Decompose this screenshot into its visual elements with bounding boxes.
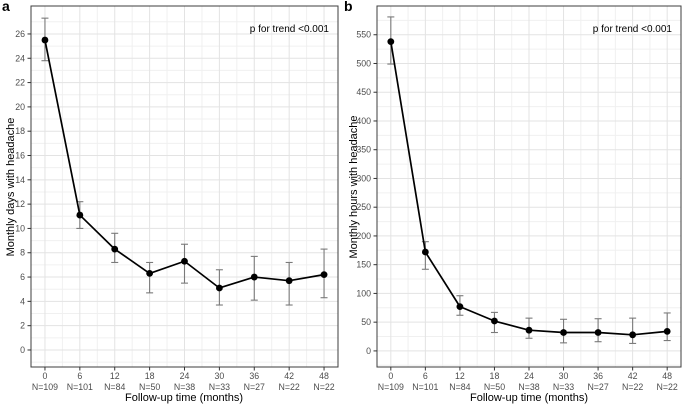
y-tick-label: 300 xyxy=(356,173,371,183)
x-tick-label: 18 xyxy=(490,371,500,381)
data-point xyxy=(525,326,533,334)
n-count-label: N=22 xyxy=(622,382,643,392)
data-point xyxy=(421,248,429,256)
y-tick-label: 14 xyxy=(15,175,25,185)
plot-area-a: 024681012141618202224260N=1096N=10112N=8… xyxy=(15,5,339,392)
y-tick-label: 26 xyxy=(15,29,25,39)
y-tick-label: 18 xyxy=(15,126,25,136)
p-trend-annotation-b: p for trend <0.001 xyxy=(592,24,672,35)
x-tick-label: 42 xyxy=(284,371,294,381)
n-count-label: N=101 xyxy=(67,382,93,392)
data-point xyxy=(215,284,223,292)
y-tick-label: 24 xyxy=(15,53,25,63)
y-tick-label: 10 xyxy=(15,223,25,233)
x-tick-label: 48 xyxy=(319,371,329,381)
n-count-label: N=22 xyxy=(279,382,300,392)
x-tick-label: 0 xyxy=(43,371,48,381)
x-tick-label: 30 xyxy=(559,371,569,381)
y-tick-label: 0 xyxy=(366,346,371,356)
y-axis-title-days: Monthly days with headache xyxy=(5,117,17,257)
x-tick-label: 6 xyxy=(77,371,82,381)
y-tick-label: 100 xyxy=(356,288,371,298)
panel-letter-b: b xyxy=(344,0,353,14)
data-point xyxy=(320,271,328,279)
n-count-label: N=33 xyxy=(553,382,574,392)
y-tick-label: 550 xyxy=(356,30,371,40)
n-count-label: N=22 xyxy=(313,382,334,392)
n-count-label: N=109 xyxy=(32,382,58,392)
x-axis-title-b: Follow-up time (months) xyxy=(470,392,588,404)
x-tick-label: 24 xyxy=(180,371,190,381)
x-tick-label: 36 xyxy=(593,371,603,381)
y-tick-label: 200 xyxy=(356,231,371,241)
data-point xyxy=(387,38,395,46)
data-point xyxy=(629,331,637,339)
y-tick-label: 450 xyxy=(356,87,371,97)
data-point xyxy=(181,257,188,265)
n-count-label: N=101 xyxy=(412,382,438,392)
data-point xyxy=(663,327,671,335)
n-count-label: N=22 xyxy=(657,382,678,392)
panel-a: 0 2 4 6 8 10 12 14 16 18 20 22 24 26 0 N=109 6 N=101 12 N=8… xyxy=(0,0,342,406)
data-point xyxy=(111,245,119,253)
x-tick-label: 42 xyxy=(628,371,638,381)
x-tick-label: 12 xyxy=(110,371,120,381)
n-count-label: N=84 xyxy=(449,382,470,392)
data-point xyxy=(250,273,258,281)
n-count-label: N=50 xyxy=(139,382,160,392)
n-count-label: N=109 xyxy=(378,382,404,392)
y-tick-label: 250 xyxy=(356,202,371,212)
x-tick-label: 6 xyxy=(423,371,428,381)
y-tick-label: 12 xyxy=(15,199,25,209)
x-tick-label: 12 xyxy=(455,371,465,381)
n-count-label: N=38 xyxy=(174,382,195,392)
panel-letter-a: a xyxy=(2,0,10,14)
n-count-label: N=50 xyxy=(484,382,505,392)
data-point xyxy=(491,317,498,325)
y-tick-label: 20 xyxy=(15,102,25,112)
x-axis-title-a: Follow-up time (months) xyxy=(125,392,243,404)
x-tick-label: 0 xyxy=(388,371,393,381)
y-tick-label: 150 xyxy=(356,260,371,270)
data-point xyxy=(41,36,49,44)
x-tick-label: 48 xyxy=(662,371,672,381)
y-tick-label: 0 xyxy=(20,345,25,355)
x-tick-label: 24 xyxy=(524,371,534,381)
n-count-label: N=27 xyxy=(587,382,608,392)
p-trend-annotation-a: p for trend <0.001 xyxy=(249,24,329,35)
y-tick-label: 4 xyxy=(20,296,25,306)
data-point xyxy=(594,329,602,336)
x-tick-label: 18 xyxy=(145,371,155,381)
data-point xyxy=(560,329,567,336)
n-count-label: N=84 xyxy=(104,382,125,392)
y-tick-label: 50 xyxy=(361,317,371,327)
y-tick-label: 500 xyxy=(356,58,371,68)
n-count-label: N=38 xyxy=(518,382,539,392)
plot-area-b: 0501001502002503003504004505005500N=1096… xyxy=(356,5,682,392)
y-tick-label: 8 xyxy=(20,248,25,258)
y-axis-title-hours: Monthly hours with headache xyxy=(348,115,360,259)
n-count-label: N=33 xyxy=(209,382,230,392)
x-tick-label: 30 xyxy=(214,371,224,381)
y-tick-label: 22 xyxy=(15,78,25,88)
y-tick-label: 350 xyxy=(356,145,371,155)
data-point xyxy=(146,270,154,277)
data-point xyxy=(76,211,84,219)
panel-b: 0 50 100 150 200 250 300 350 400 450 500 550 0 N=109 6… xyxy=(342,0,685,406)
y-tick-label: 16 xyxy=(15,151,25,161)
n-count-label: N=27 xyxy=(244,382,265,392)
y-tick-label: 400 xyxy=(356,116,371,126)
y-tick-label: 2 xyxy=(20,321,25,331)
data-point xyxy=(285,277,293,285)
x-tick-label: 36 xyxy=(249,371,259,381)
y-tick-label: 6 xyxy=(20,272,25,282)
data-point xyxy=(456,303,464,311)
